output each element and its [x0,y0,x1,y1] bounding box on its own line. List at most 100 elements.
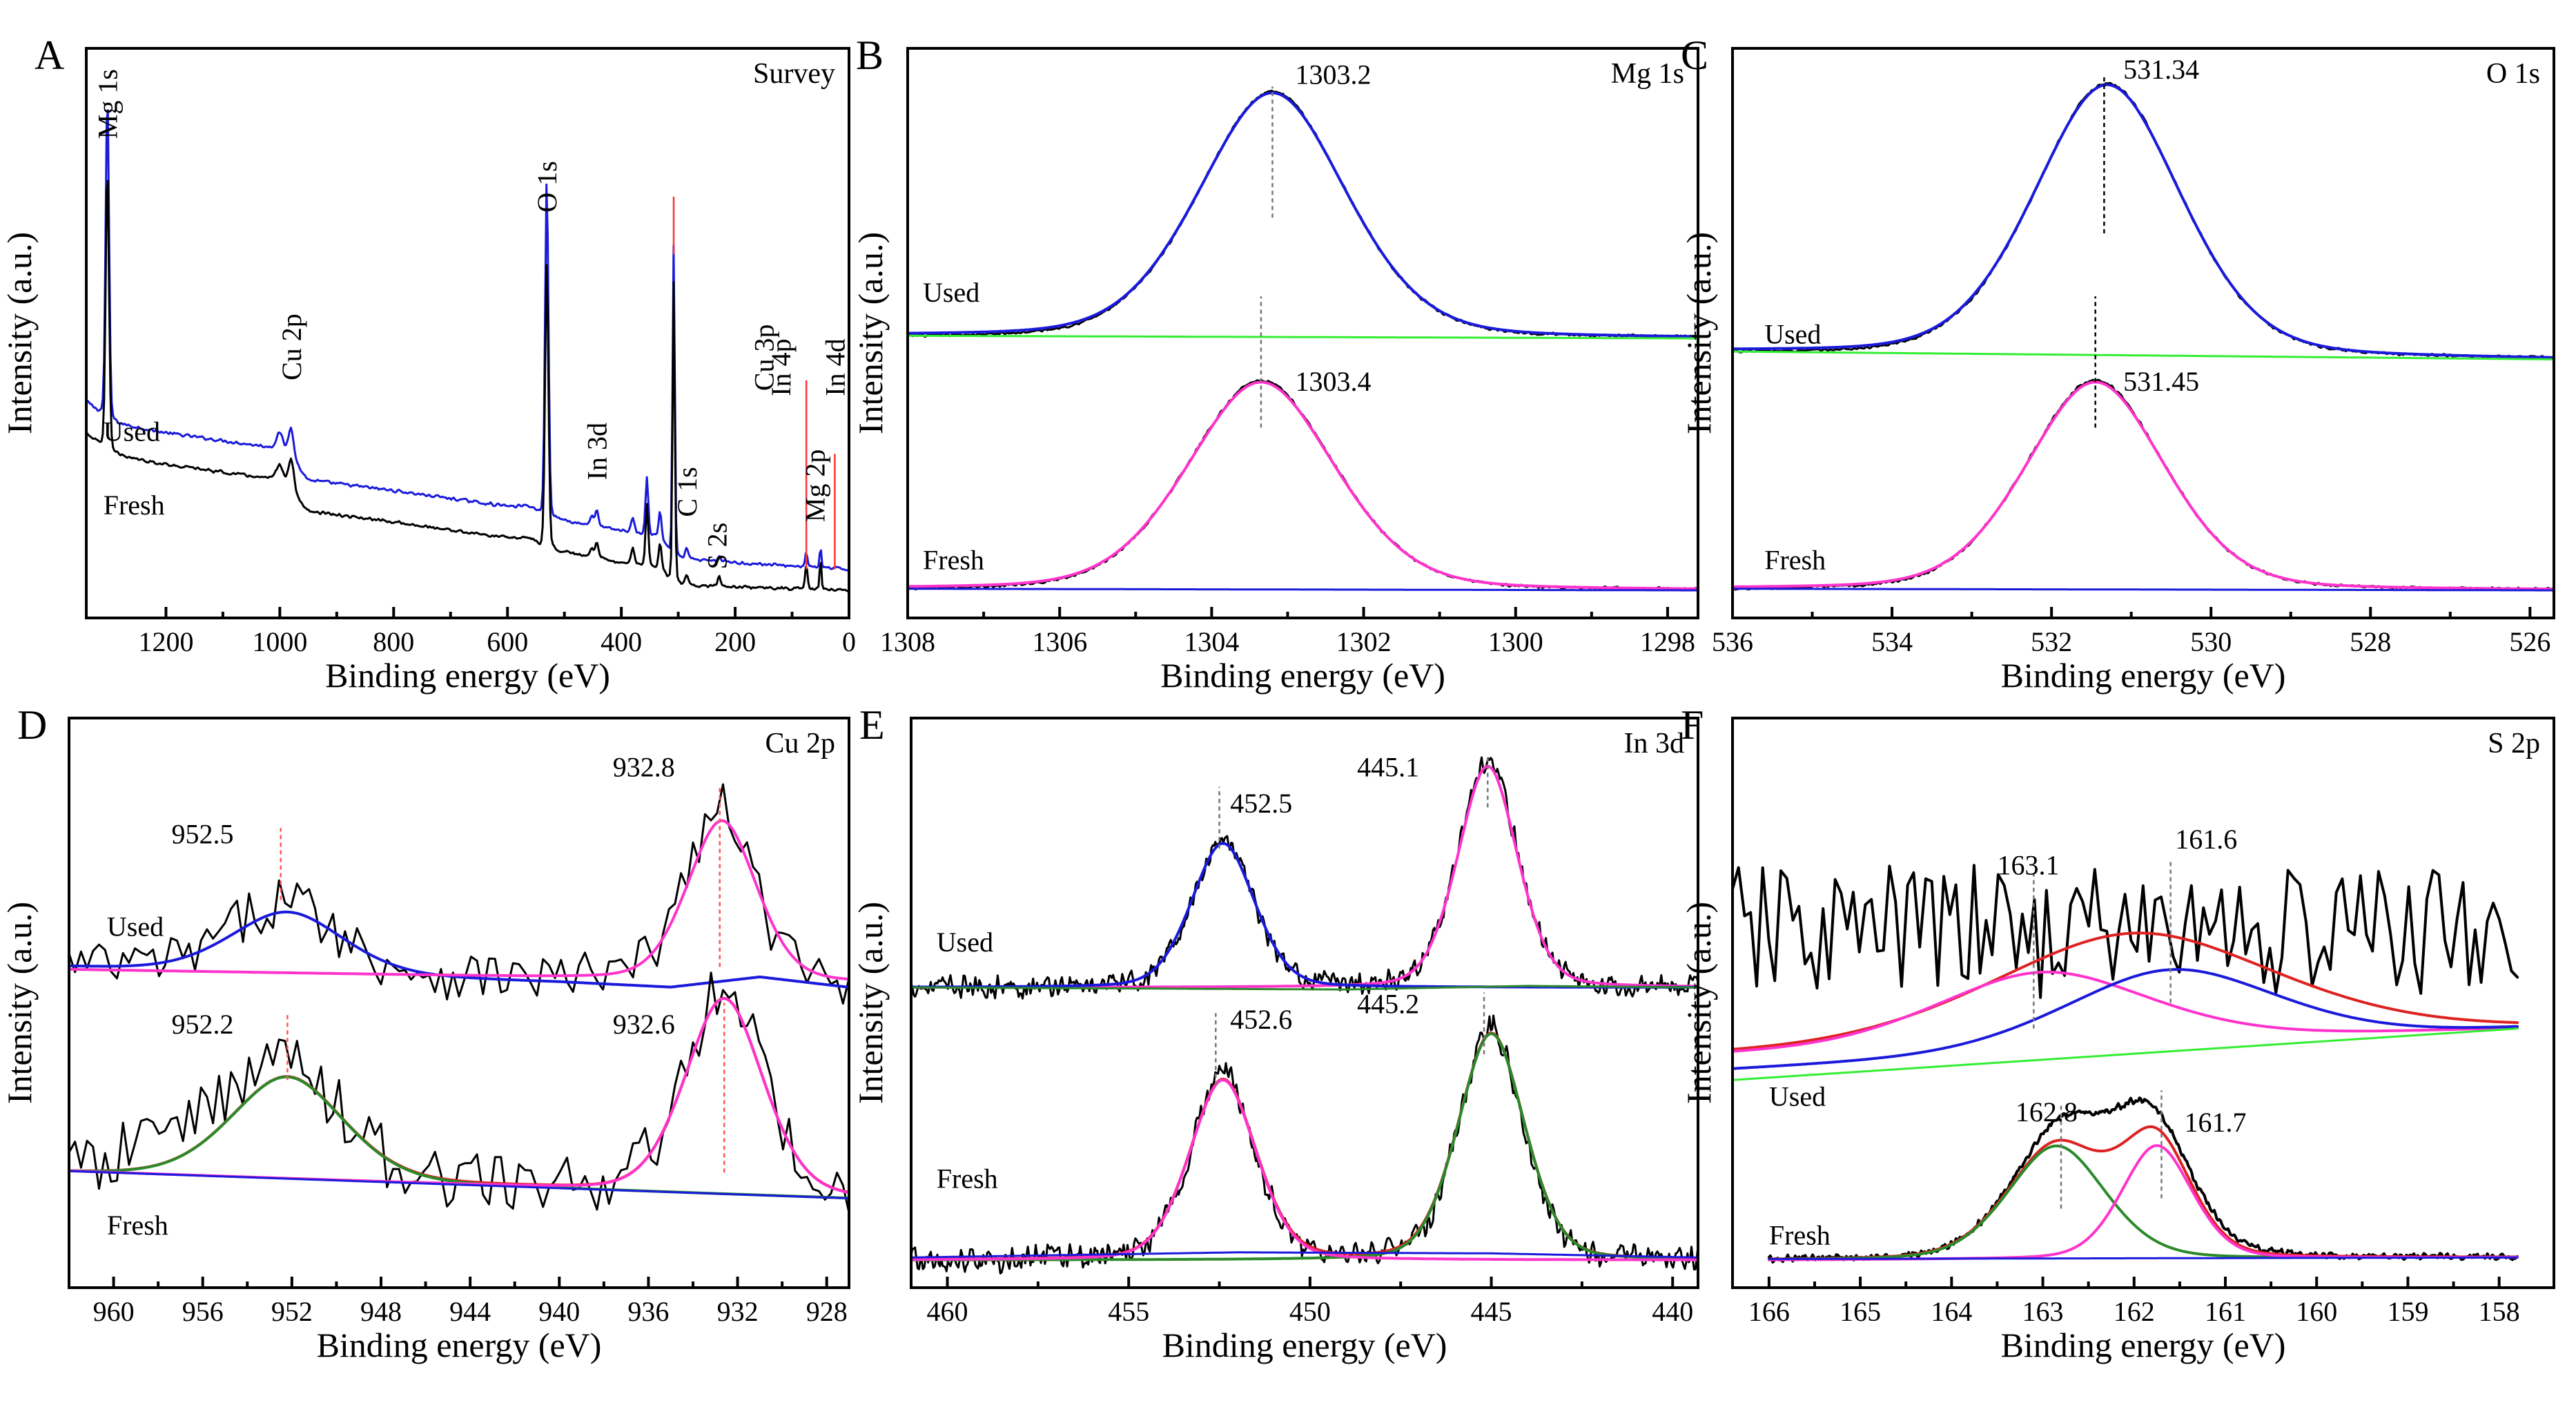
x-tick-label: 440 [1652,1296,1693,1327]
series-line-fresh-background [1768,1256,2519,1260]
y-axis-label: Intensity (a.u.) [0,902,39,1104]
series-line-fresh-background [1734,588,2553,592]
series-line-used-fit [909,91,1697,338]
x-tick-label: 1300 [1488,626,1543,657]
panel-title: S 2p [2488,728,2540,759]
x-axis-label: Binding energy (eV) [325,656,610,695]
x-tick-label: 944 [449,1296,491,1327]
series-line-used-fit-3d5-2 [913,764,1697,989]
x-tick-label: 1304 [1184,626,1239,657]
x-tick-label: 536 [1712,626,1753,657]
x-axis-label: Binding energy (eV) [1162,1326,1447,1364]
panel-d: 960 956 952 948 944 940 936 932 928 Binding energ… [0,702,850,1364]
x-axis-label: Binding energy (eV) [1160,656,1445,695]
x-tick-label: 932 [717,1296,759,1327]
panel-a: 1200 1000 800 600 400 200 0 Binding energy (eV)… [0,32,856,695]
peak-value-label: 161.7 [2185,1107,2247,1138]
panel-letter: A [35,32,64,78]
series-line-used-raw [913,756,1697,1000]
series-label: Fresh [107,1210,168,1241]
plot-frame [68,717,850,1289]
series-line-fresh-envelope [1767,1125,2519,1261]
panel-title: In 3d [1624,728,1685,759]
curves-group [1734,81,2553,592]
plot-frame [910,717,1699,1289]
x-tick-label: 1306 [1032,626,1087,657]
panel-title: O 1s [2486,58,2540,90]
x-axis-label: Binding energy (eV) [2001,1326,2286,1364]
series-line-fresh-raw [1734,378,2553,592]
panel-title: Mg 1s [1611,58,1684,90]
series-line-fresh-fit-2p3-2 [1767,1144,2519,1261]
series-line-fresh-background [913,1251,1697,1259]
x-tick-label: 600 [487,626,528,657]
series-label: Used [923,277,979,308]
x-tick-label: 526 [2509,626,2550,657]
x-tick-label: 936 [627,1296,669,1327]
x-tick-label: 200 [714,626,756,657]
panel-f: 166 165 164 163 162 161 160 159 158 Binding energ… [1679,702,2555,1364]
peak-value-label: 452.6 [1230,1004,1292,1035]
x-tick-label: 1000 [252,626,307,657]
x-tick-label: 0 [842,626,856,657]
x-tick-label: 163 [2022,1296,2064,1327]
series-label: Used [107,911,164,942]
x-tick-label: 532 [2031,626,2072,657]
series-line-fresh-background [70,1170,848,1199]
series-line-fresh-raw [70,971,848,1212]
x-tick-label: 160 [2296,1296,2337,1327]
series-label: Fresh [104,490,165,521]
x-tick-label: 928 [806,1296,848,1327]
series-line-fresh-raw [1767,1096,2519,1264]
peak-value-label: 445.1 [1357,752,1419,783]
series-line-used-fit [1734,83,2553,359]
series-line-used-fit-2p3-2 [1734,968,2519,1070]
x-tick-label: 1308 [880,626,935,657]
peak-value-label: 932.8 [613,752,675,783]
peak-annotation: Cu 2p [276,313,307,380]
panel-e: 460 455 450 445 440 Binding energy (eV) Intens… [851,702,1699,1364]
x-tick-label: 162 [2114,1296,2155,1327]
curves-group [1734,864,2519,1264]
x-tick-label: 1298 [1640,626,1695,657]
curves-group [909,89,1697,592]
x-tick-label: 960 [93,1296,135,1327]
series-label: Fresh [1764,545,1826,576]
series-line-used-raw [909,89,1697,338]
peak-annotation: Mg 2p [800,449,831,523]
panel-letter: F [1681,702,1704,748]
peak-value-label: 531.34 [2123,54,2199,85]
series-line-used-raw [1734,81,2553,360]
peak-value-label: 531.45 [2123,366,2199,397]
x-tick-label: 400 [601,626,642,657]
y-axis-label: Intensity (a.u.) [851,902,890,1104]
x-tick-label: 534 [1871,626,1913,657]
series-label: Used [1769,1081,1826,1112]
peak-value-label: 163.1 [1997,849,2059,880]
panel-title: Cu 2p [765,728,835,759]
peak-annotation: S 2s [702,523,733,570]
series-line-used-fit-2p1-2 [1734,970,2519,1053]
panel-title: Survey [753,58,835,90]
peak-value-label: 161.6 [2175,824,2237,855]
curves-group [88,109,848,592]
y-axis-label: Intensity (a.u.) [1679,902,1718,1104]
peak-annotation: O 1s [531,161,563,212]
y-axis-label: Intensity (a.u.) [1679,232,1718,434]
series-label: Fresh [923,545,984,576]
plot-frame [85,47,850,619]
x-tick-label: 460 [927,1296,968,1327]
x-tick-label: 164 [1931,1296,1972,1327]
x-tick-label: 166 [1748,1296,1790,1327]
series-line-used-fit-cu2p1-2 [70,910,848,989]
peak-value-label: 952.5 [172,819,234,850]
peak-annotation: Mg 1s [92,69,124,139]
y-axis-label: Intensity (a.u.) [0,232,39,434]
curves-group [913,756,1697,1275]
series-line-fresh-fit-2p1-2 [1767,1144,2519,1261]
x-tick-label: 952 [271,1296,313,1327]
series-line-fresh-fit-3d5-2 [913,1032,1697,1261]
peak-annotation: C 1s [672,467,703,516]
peak-annotation: In 4p [765,338,797,396]
